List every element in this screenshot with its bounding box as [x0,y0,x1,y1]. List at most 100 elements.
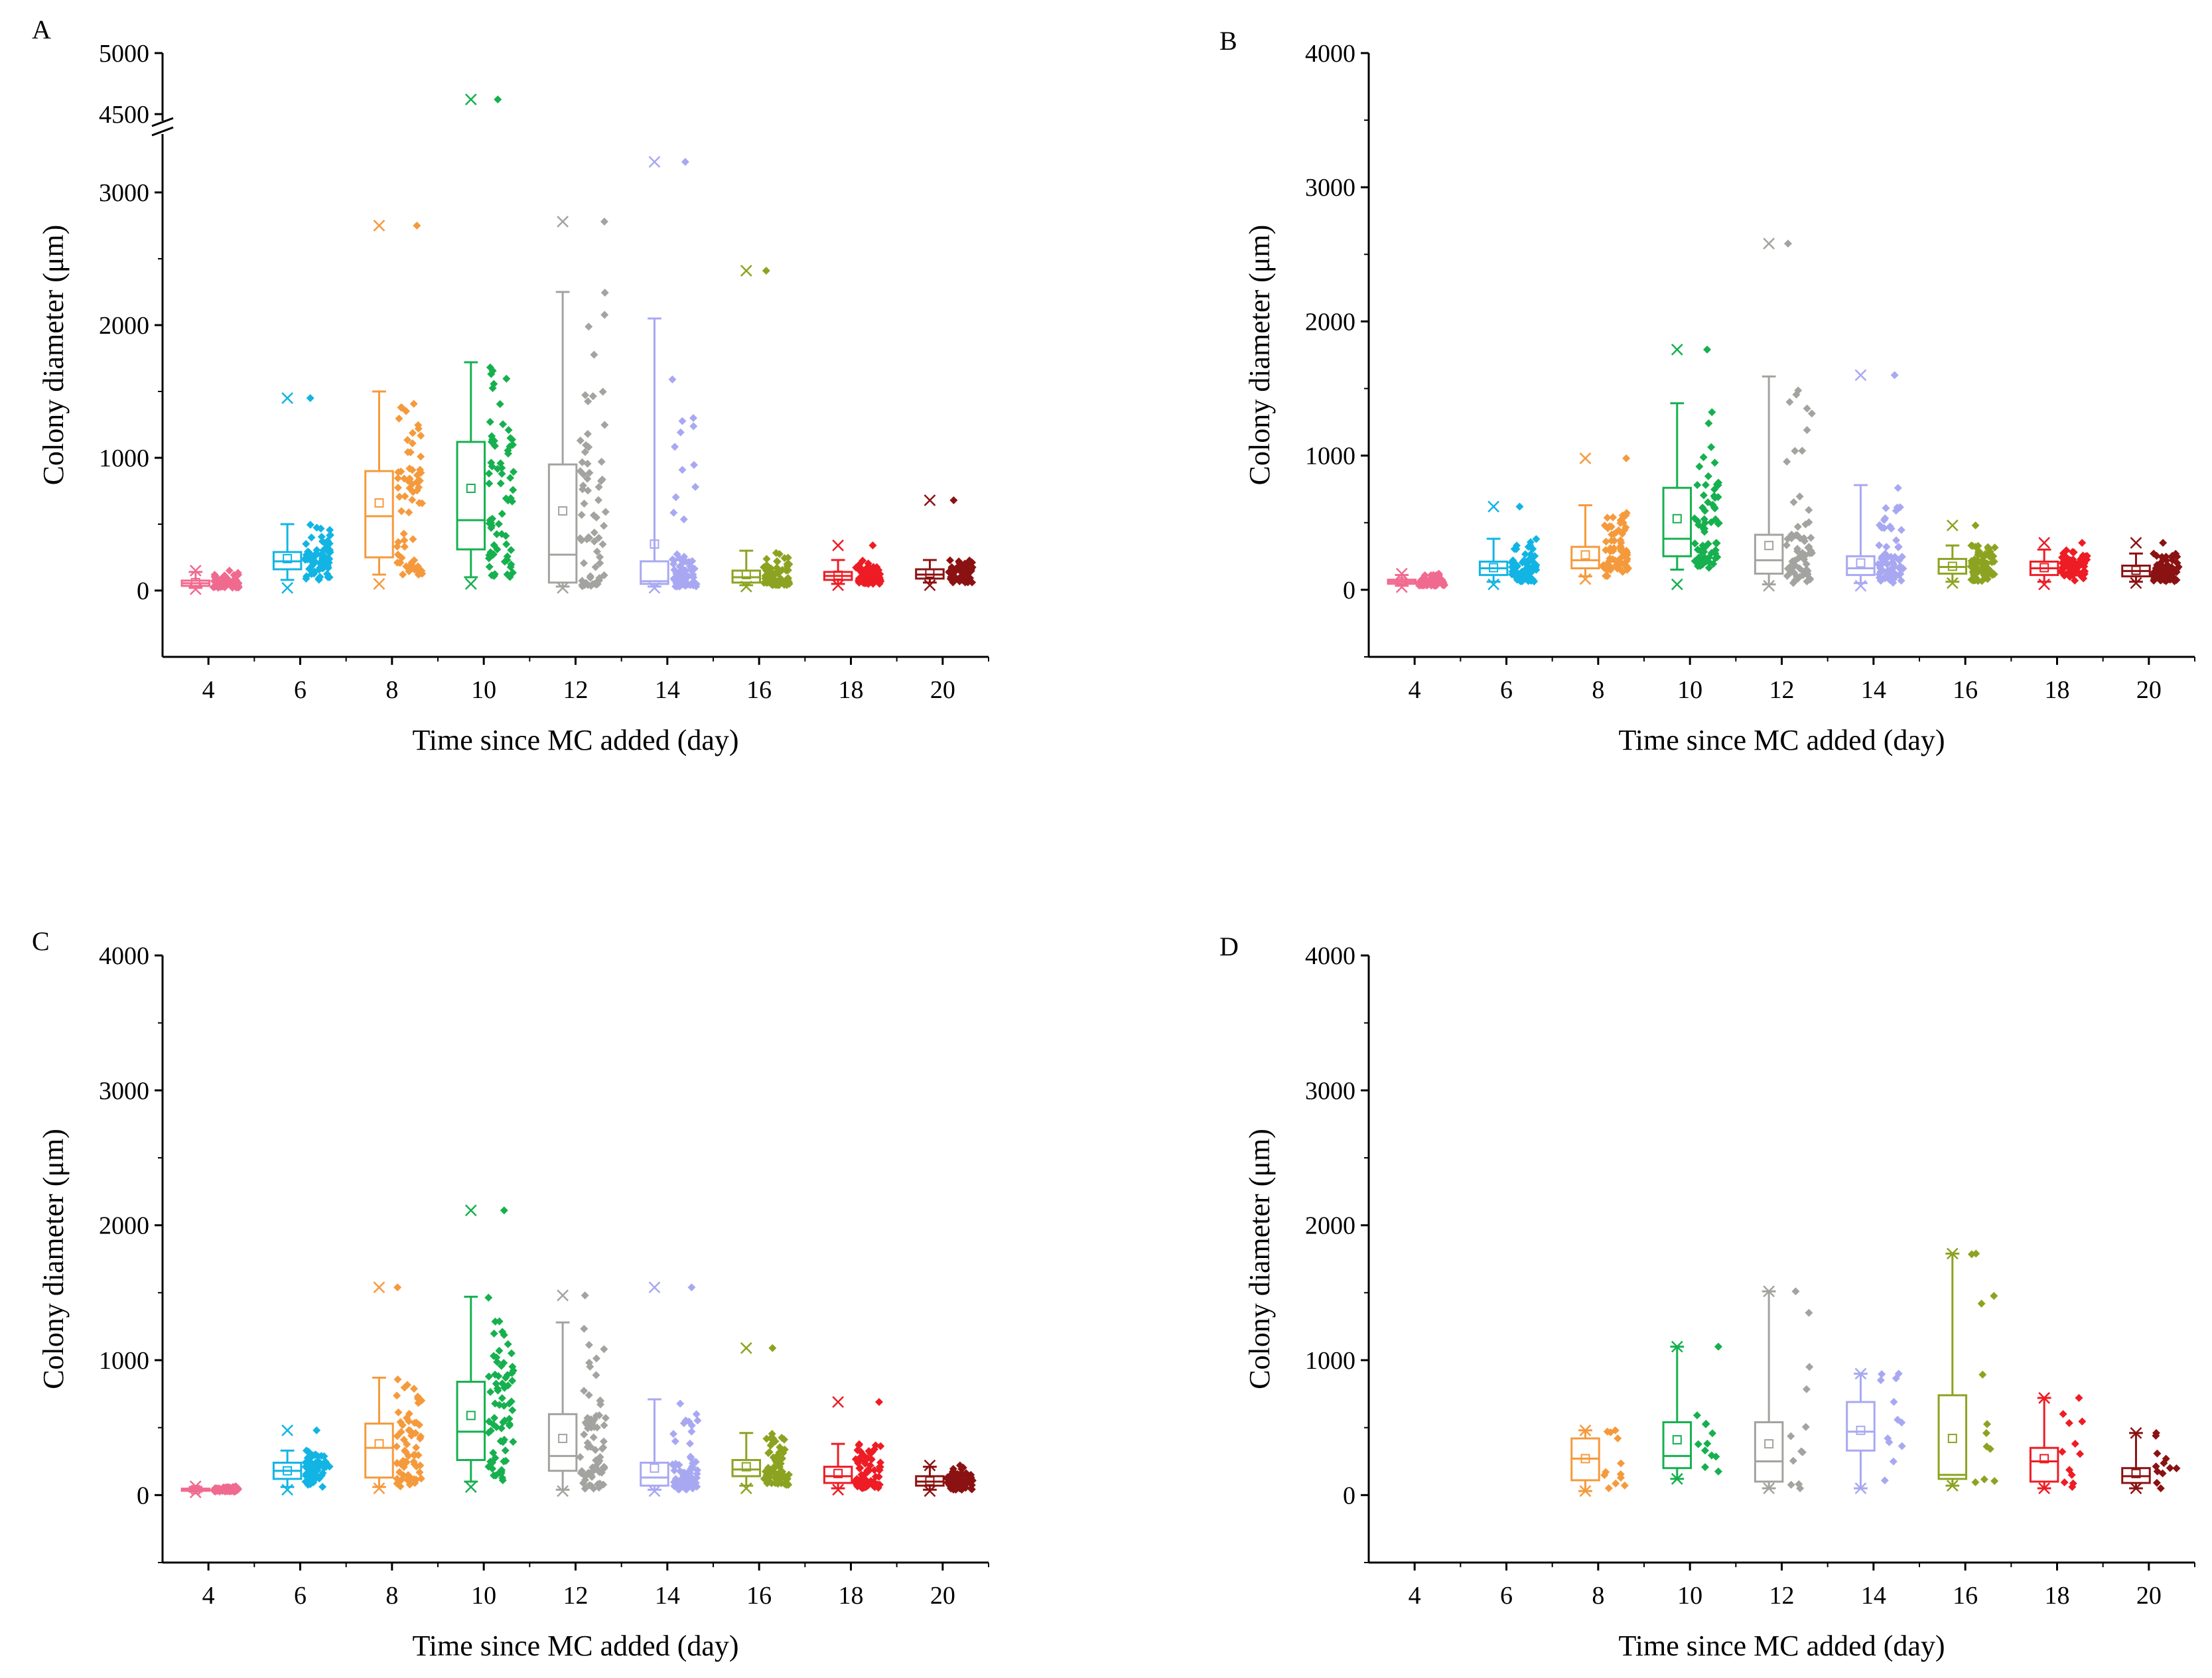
data-point [1704,498,1712,507]
x-axis-title: Time since MC added (day) [412,724,738,756]
mean-marker [650,1463,659,1473]
data-point [413,478,421,486]
data-point [302,575,311,583]
panel-c: C 0 1000 2000 3000 4000 4 6 8 10 12 14 16 18 20 Time si… [32,926,989,1662]
box-iqr [2029,1446,2059,1483]
data-point [2153,1449,2162,1458]
max-marker [1946,1247,1959,1260]
data-point [1977,1299,1986,1308]
data-point [678,466,687,474]
data-point [318,1469,327,1478]
data-point [405,508,413,517]
data-point [306,394,314,402]
data-point [396,1482,405,1491]
data-point [403,1381,411,1389]
data-point [1971,1478,1980,1487]
box-day-6 [272,1424,334,1496]
data-point [773,557,782,565]
data-point [417,468,425,477]
box-day-4 [180,1480,242,1499]
data-point [504,426,513,435]
data-point [1787,533,1796,542]
x-axis-title: Time since MC added (day) [1618,1630,1945,1662]
data-point [585,1391,593,1399]
data-point [1787,1432,1795,1440]
x-tick-label: 6 [1500,1582,1513,1610]
data-point [417,1432,425,1440]
data-point [1617,1459,1625,1468]
box-day-10 [1662,344,1723,591]
max-marker [1854,369,1867,382]
panel-letter: D [1219,932,1239,961]
max-marker [1487,500,1500,513]
min-marker [281,582,294,594]
data-point [1618,552,1627,561]
data-point [488,366,497,375]
data-point [585,1340,593,1349]
data-point [1890,371,1899,380]
data-point [1511,560,1520,569]
data-point [583,474,592,483]
max-marker [1579,1424,1592,1436]
data-point [768,569,776,578]
data-point [1785,397,1794,406]
data-point [955,1461,964,1470]
box-day-14 [640,1281,702,1498]
data-point [1978,1370,1987,1379]
box-day-6 [272,392,334,594]
box-iqr [1754,533,1784,575]
data-point [312,1426,321,1434]
data-point [499,1438,508,1446]
data-point [1518,577,1527,586]
min-marker [557,1485,569,1498]
x-tick-label: 4 [1409,676,1421,704]
data-point [411,1479,419,1488]
data-point [1798,447,1807,455]
data-point [1704,539,1712,548]
panel-letter: B [1219,26,1237,56]
box-day-8 [364,220,427,590]
x-tick-label: 16 [1953,676,1978,704]
data-point [2061,562,2070,571]
data-point [490,1329,498,1338]
data-point [589,1433,598,1442]
data-point [1793,522,1802,531]
max-marker [832,539,845,551]
data-point [210,573,219,581]
mean-marker [650,539,659,549]
max-marker [1671,344,1683,356]
data-point [1979,562,1988,571]
data-point [2162,1454,2170,1463]
data-point [1972,557,1981,565]
box-day-16 [1937,1247,1999,1492]
data-point [1983,1420,1992,1429]
min-marker [189,583,202,595]
x-tick-label: 8 [1592,676,1604,704]
axis-break-mark [151,117,174,127]
data-point [400,536,409,545]
data-point [598,540,607,549]
data-point [399,1471,408,1480]
mean-marker [374,1439,384,1449]
x-tick-label: 6 [294,1582,307,1610]
data-point [305,565,314,573]
data-point [2152,1429,2160,1437]
data-point [693,1417,702,1425]
data-point [1429,571,1438,579]
data-point [1710,504,1719,513]
data-point [689,422,698,431]
max-marker [557,216,569,228]
data-point [1532,535,1541,543]
max-marker [2130,1427,2142,1439]
data-point [396,1418,405,1427]
data-point [583,1438,592,1447]
data-point [1526,538,1535,547]
mean-marker [466,484,476,493]
max-marker [1671,1340,1683,1353]
data-point [762,1434,771,1443]
data-point [863,1466,872,1475]
box-day-8 [1570,1424,1629,1498]
data-point [775,549,784,558]
box-iqr [547,463,578,584]
data-point [310,569,318,578]
